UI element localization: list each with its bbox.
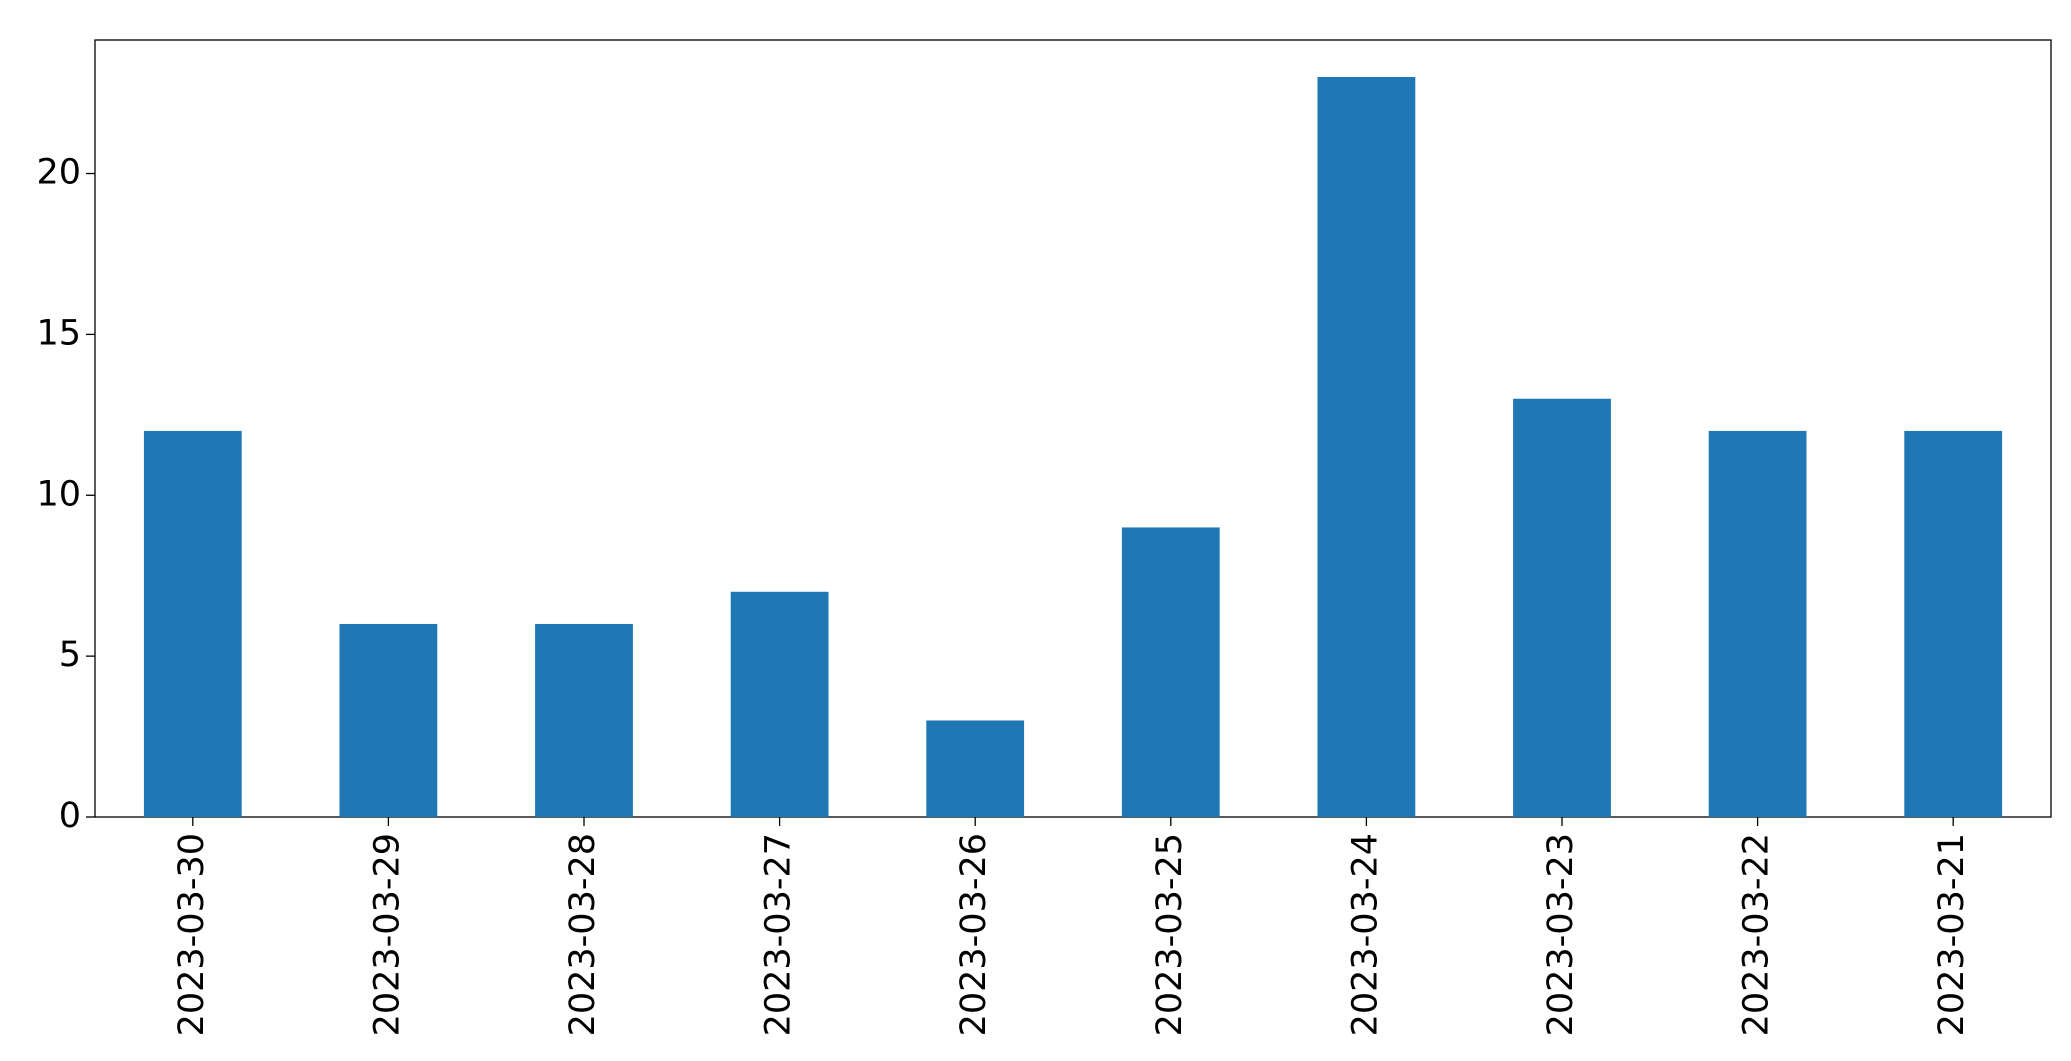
x-tick-label: 2023-03-30	[172, 833, 212, 1036]
x-tick-label: 2023-03-21	[1932, 833, 1972, 1036]
bar	[143, 430, 242, 817]
x-tick-label: 2023-03-28	[563, 833, 603, 1036]
bar	[730, 591, 829, 817]
x-tick-label: 2023-03-29	[367, 833, 407, 1036]
y-tick-label: 20	[36, 153, 81, 193]
x-tick-label: 2023-03-27	[759, 833, 799, 1036]
bar	[535, 623, 633, 817]
bar	[339, 623, 438, 817]
y-tick-label: 5	[59, 635, 81, 675]
x-tick-label: 2023-03-25	[1150, 833, 1190, 1036]
y-tick-label: 10	[36, 474, 81, 514]
bar	[1121, 527, 1220, 817]
x-tick-label: 2023-03-24	[1345, 833, 1385, 1036]
x-tick-label: 2023-03-23	[1541, 833, 1581, 1036]
bar	[1904, 430, 2003, 817]
y-tick-label: 0	[59, 796, 81, 836]
bar	[1708, 430, 1807, 817]
x-tick-label: 2023-03-26	[954, 833, 994, 1036]
y-tick-label: 15	[36, 313, 81, 353]
bar	[1317, 77, 1416, 817]
bar	[1513, 398, 1611, 817]
bar	[926, 720, 1025, 817]
x-tick-label: 2023-03-22	[1737, 833, 1777, 1036]
axes-frame	[94, 39, 2052, 818]
